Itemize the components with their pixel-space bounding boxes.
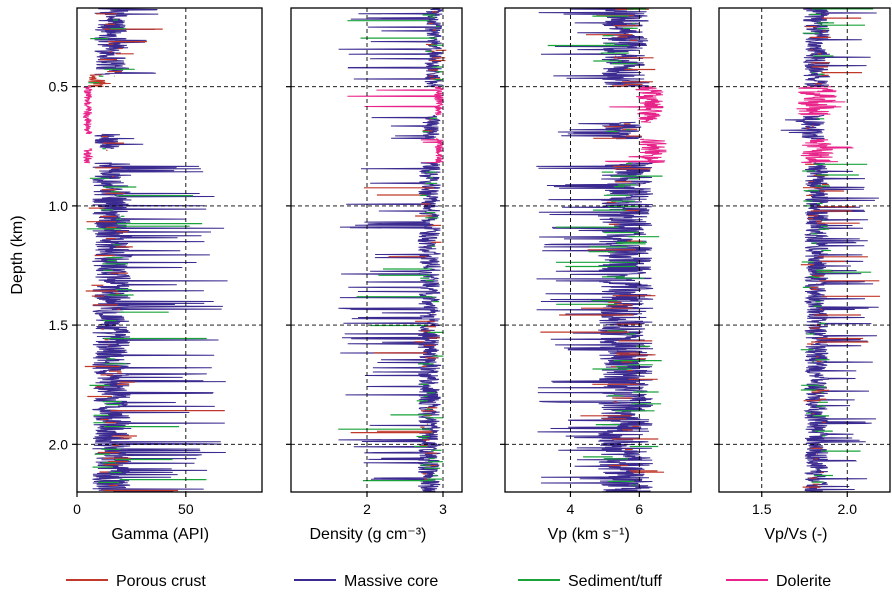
panel-density: 2 3 Density (g cm⁻³) (286, 7, 463, 543)
trace-density-massive (338, 162, 444, 492)
trace-vpvs-massive (802, 8, 877, 88)
trace-line (605, 138, 667, 164)
panel-vp: 4 6 Vp (km s⁻¹) (500, 7, 692, 543)
trace-line (94, 133, 144, 149)
trace-line (803, 162, 879, 492)
panel-vpvs: 1.5 2.0 Vp/Vs (-) (714, 7, 891, 543)
trace-line (82, 86, 93, 135)
trace-vpvs-massive (800, 162, 880, 492)
x-axis-title-gamma: Gamma (API) (111, 526, 209, 543)
trace-gamma-porous (88, 74, 111, 88)
y-tick-label: 1.0 (49, 198, 69, 214)
x-tick-label: 6 (635, 501, 643, 517)
legend-label: Dolerite (776, 573, 831, 590)
x-tick-label: 1.5 (752, 501, 772, 517)
trace-gamma-massive (84, 162, 228, 492)
legend-item-sediment: Sediment/tuff (518, 573, 663, 590)
legend-label: Porous crust (116, 573, 206, 590)
trace-gamma-massive (94, 133, 144, 151)
trace-vpvs-dolerite (796, 86, 846, 116)
x-tick-label: 50 (178, 501, 194, 517)
trace-vp-dolerite (605, 138, 667, 164)
legend-item-massive: Massive core (294, 573, 438, 590)
x-tick-label: 0 (73, 501, 81, 517)
trace-line (557, 121, 642, 140)
trace-density-massive (371, 114, 441, 140)
y-axis-title: Depth (km) (9, 215, 26, 294)
plot-area-vpvs (780, 8, 880, 492)
trace-line (803, 8, 877, 88)
y-tick-label: 1.5 (49, 317, 69, 333)
x-tick-label: 2.0 (838, 501, 858, 517)
panel-frame (290, 7, 463, 493)
legend: Porous crust Massive core Sediment/tuff Dol… (66, 573, 831, 590)
legend-label: Massive core (344, 573, 438, 590)
trace-line (338, 8, 443, 88)
x-axis-title-vpvs: Vp/Vs (-) (764, 526, 827, 543)
x-axis-title-vp: Vp (km s⁻¹) (548, 526, 630, 543)
plot-area-gamma (82, 8, 228, 492)
panel-frame (718, 7, 891, 493)
trace-line (538, 8, 650, 88)
legend-item-dolerite: Dolerite (726, 573, 831, 590)
trace-line (780, 114, 825, 140)
legend-item-porous: Porous crust (66, 573, 206, 590)
trace-vpvs-massive (780, 114, 825, 140)
x-axis-title-density: Density (g cm⁻³) (309, 526, 426, 543)
x-tick-label: 3 (439, 501, 447, 517)
x-tick-label: 2 (363, 501, 371, 517)
plot-area-vp (536, 8, 667, 492)
trace-line (536, 162, 654, 492)
trace-vp-dolerite (609, 86, 664, 123)
plot-area-density (338, 8, 447, 492)
trace-density-massive (338, 8, 447, 88)
trace-vp-massive (538, 8, 656, 88)
legend-label: Sediment/tuff (568, 573, 663, 590)
trace-gamma-massive (90, 8, 163, 77)
trace-line (347, 86, 445, 116)
trace-line (420, 138, 445, 164)
trace-vpvs-dolerite (800, 138, 854, 164)
y-tick-label: 0.5 (49, 79, 69, 95)
trace-line (91, 162, 228, 492)
trace-density-dolerite (420, 138, 445, 164)
trace-line (796, 86, 846, 116)
chart-panels: 0 50 0.5 1.0 1.5 2.0 Gamma (API) 2 3 Density (g c… (49, 7, 891, 543)
panel-frame (504, 7, 692, 493)
trace-density-dolerite (347, 86, 445, 116)
trace-line (83, 148, 94, 164)
trace-gamma-dolerite (82, 86, 93, 135)
trace-line (800, 138, 854, 164)
panel-frame (76, 7, 263, 493)
trace-vp-massive (536, 162, 664, 492)
x-tick-label: 4 (567, 501, 575, 517)
panel-gamma: 0 50 0.5 1.0 1.5 2.0 Gamma (API) (49, 7, 263, 543)
trace-line (609, 86, 664, 123)
y-tick-label: 2.0 (49, 436, 69, 452)
trace-gamma-dolerite (83, 148, 94, 164)
trace-line (88, 74, 111, 88)
